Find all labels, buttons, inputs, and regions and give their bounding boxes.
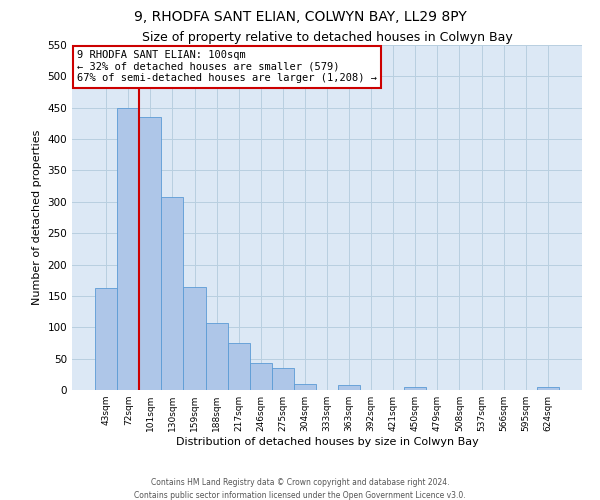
Bar [294,384,316,390]
Bar [404,388,427,390]
Bar [250,363,272,390]
Text: 9 RHODFA SANT ELIAN: 100sqm
← 32% of detached houses are smaller (579)
67% of se: 9 RHODFA SANT ELIAN: 100sqm ← 32% of det… [77,50,377,84]
Text: Contains HM Land Registry data © Crown copyright and database right 2024.
Contai: Contains HM Land Registry data © Crown c… [134,478,466,500]
Bar [272,368,294,390]
Bar [227,343,250,390]
X-axis label: Distribution of detached houses by size in Colwyn Bay: Distribution of detached houses by size … [176,437,478,447]
Text: 9, RHODFA SANT ELIAN, COLWYN BAY, LL29 8PY: 9, RHODFA SANT ELIAN, COLWYN BAY, LL29 8… [134,10,466,24]
Title: Size of property relative to detached houses in Colwyn Bay: Size of property relative to detached ho… [142,31,512,44]
Bar [161,198,184,390]
Bar [206,323,227,390]
Bar [537,387,559,390]
Bar [338,385,360,390]
Bar [117,108,139,390]
Bar [95,288,117,390]
Bar [139,117,161,390]
Bar [184,286,206,390]
Y-axis label: Number of detached properties: Number of detached properties [32,130,42,305]
